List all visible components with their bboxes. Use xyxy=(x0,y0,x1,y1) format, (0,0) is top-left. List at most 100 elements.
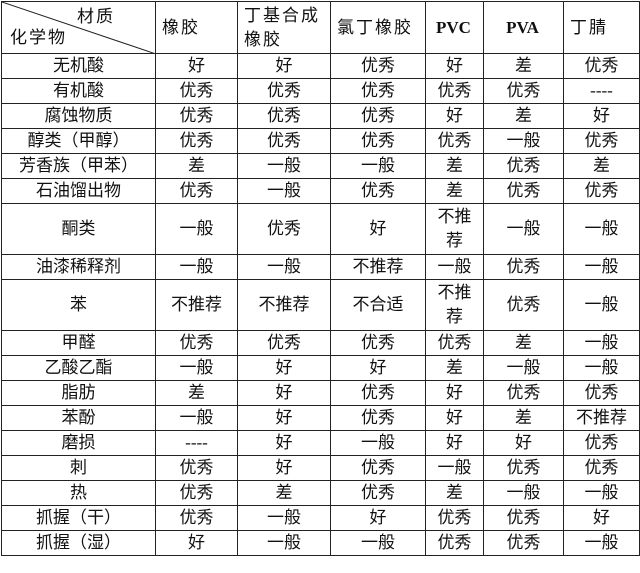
table-row: 腐蚀物质 优秀 优秀 优秀好差好 xyxy=(1,103,640,129)
row-label: 刺 xyxy=(1,455,156,481)
rating-cell: 优秀 xyxy=(483,254,564,280)
rating-cell: ---- xyxy=(563,78,640,104)
rating-cell: 优秀 xyxy=(563,178,640,204)
row-label: 油漆稀释剂 xyxy=(1,254,156,280)
rating-cell: 一般 xyxy=(155,203,238,255)
table-row: 酮类 一般 优秀好不推荐 一般 一般 xyxy=(1,203,640,255)
rating-cell: 好 xyxy=(425,405,484,431)
rating-cell: 一般 xyxy=(330,430,426,456)
table-row: 芳香族（甲苯）差一般 一般差优秀差 xyxy=(1,153,640,179)
rating-cell: 优秀 xyxy=(330,380,426,406)
rating-cell: 优秀 xyxy=(483,78,564,104)
rating-cell: 好 xyxy=(237,430,331,456)
corner-cell: 材质 化学物 xyxy=(1,1,156,54)
row-label: 乙酸乙酯 xyxy=(1,355,156,381)
table-row: 醇类（甲醇） 优秀 优秀 优秀 优秀 一般 优秀 xyxy=(1,128,640,154)
rating-cell: 好 xyxy=(425,103,484,129)
resistance-table: 材质 化学物 橡胶 丁基合成橡胶 氯丁橡胶 PVC PVA 丁腈 无机酸好好优秀好差优秀有… xyxy=(1,1,640,556)
row-label: 抓握（干） xyxy=(1,505,156,531)
rating-cell: 不推荐 xyxy=(155,279,238,331)
rating-cell: 优秀 xyxy=(155,480,238,506)
rating-cell: 差 xyxy=(155,380,238,406)
row-label: 磨损 xyxy=(1,430,156,456)
rating-cell: 一般 xyxy=(563,203,640,255)
rating-cell: 差 xyxy=(425,355,484,381)
rating-cell: 好 xyxy=(155,53,238,79)
rating-cell: 一般 xyxy=(483,203,564,255)
column-header: 丁腈 xyxy=(563,1,640,54)
rating-cell: 优秀 xyxy=(483,505,564,531)
row-label: 芳香族（甲苯） xyxy=(1,153,156,179)
rating-cell: 一般 xyxy=(563,254,640,280)
rating-cell: 优秀 xyxy=(425,530,484,556)
table-body: 无机酸好好优秀好差优秀 有机酸 优秀 优秀 优秀 优秀 优秀 ---- 腐蚀物质 优秀 优秀 优秀好差… xyxy=(1,53,640,556)
rating-cell: 好 xyxy=(330,203,426,255)
rating-cell: 好 xyxy=(425,430,484,456)
rating-cell: 一般 xyxy=(237,254,331,280)
rating-cell: 优秀 xyxy=(330,128,426,154)
table-row: 乙酸乙酯 一般好好差一般 一般 xyxy=(1,355,640,381)
rating-cell: 一般 xyxy=(155,405,238,431)
row-label: 酮类 xyxy=(1,203,156,255)
rating-cell: 好 xyxy=(563,103,640,129)
rating-cell: 优秀 xyxy=(330,78,426,104)
column-header: 橡胶 xyxy=(155,1,238,54)
rating-cell: 不推荐 xyxy=(425,203,484,255)
rating-cell: 优秀 xyxy=(155,128,238,154)
rating-cell: 一般 xyxy=(237,530,331,556)
rating-cell: 优秀 xyxy=(155,78,238,104)
row-label: 甲醛 xyxy=(1,330,156,356)
rating-cell: 好 xyxy=(425,380,484,406)
table-row: 苯酚 一般好优秀好差不推荐 xyxy=(1,405,640,431)
rating-cell: 一般 xyxy=(155,355,238,381)
rating-cell: 优秀 xyxy=(483,153,564,179)
column-header: PVA xyxy=(483,1,564,54)
rating-cell: 好 xyxy=(563,505,640,531)
rating-cell: 好 xyxy=(330,505,426,531)
rating-cell: 不推荐 xyxy=(425,279,484,331)
table-row: 有机酸 优秀 优秀 优秀 优秀 优秀 ---- xyxy=(1,78,640,104)
rating-cell: 优秀 xyxy=(330,405,426,431)
rating-cell: 好 xyxy=(237,455,331,481)
rating-cell: 优秀 xyxy=(483,380,564,406)
table-row: 抓握（湿）好一般 一般 优秀 优秀 一般 xyxy=(1,530,640,556)
rating-cell: 好 xyxy=(237,380,331,406)
diagonal xyxy=(2,2,156,54)
rating-cell: 优秀 xyxy=(237,128,331,154)
rating-cell: 优秀 xyxy=(563,455,640,481)
rating-cell: 差 xyxy=(155,153,238,179)
table-row: 油漆稀释剂 一般 一般 不推荐 一般 优秀 一般 xyxy=(1,254,640,280)
row-label: 热 xyxy=(1,480,156,506)
rating-cell: 优秀 xyxy=(330,330,426,356)
table-row: 磨损 ---- 好一般好好优秀 xyxy=(1,430,640,456)
rating-cell: 优秀 xyxy=(563,53,640,79)
rating-cell: 不推荐 xyxy=(330,254,426,280)
row-label: 腐蚀物质 xyxy=(1,103,156,129)
rating-cell: 优秀 xyxy=(563,430,640,456)
table-row: 热优秀差优秀差一般 一般 xyxy=(1,480,640,506)
rating-cell: 不合适 xyxy=(330,279,426,331)
corner-top: 材质 xyxy=(77,7,115,26)
rating-cell: 一般 xyxy=(237,178,331,204)
row-label: 脂肪 xyxy=(1,380,156,406)
rating-cell: 优秀 xyxy=(155,330,238,356)
rating-cell: 优秀 xyxy=(330,455,426,481)
rating-cell: 一般 xyxy=(563,330,640,356)
rating-cell: 好 xyxy=(237,355,331,381)
rating-cell: 一般 xyxy=(330,153,426,179)
table-row: 苯不推荐 不推荐 不合适 不推荐 优秀 一般 xyxy=(1,279,640,331)
row-label: 苯酚 xyxy=(1,405,156,431)
rating-cell: 优秀 xyxy=(237,103,331,129)
column-header: 丁基合成橡胶 xyxy=(237,1,331,54)
rating-cell: 优秀 xyxy=(155,103,238,129)
rating-cell: 一般 xyxy=(155,254,238,280)
rating-cell: 一般 xyxy=(563,530,640,556)
rating-cell: 好 xyxy=(483,430,564,456)
rating-cell: 优秀 xyxy=(237,78,331,104)
rating-cell: 优秀 xyxy=(425,330,484,356)
rating-cell: 好 xyxy=(330,355,426,381)
rating-cell: 优秀 xyxy=(330,53,426,79)
table-row: 刺优秀好优秀 一般 优秀 优秀 xyxy=(1,455,640,481)
rating-cell: 优秀 xyxy=(425,78,484,104)
rating-cell: 一般 xyxy=(563,355,640,381)
